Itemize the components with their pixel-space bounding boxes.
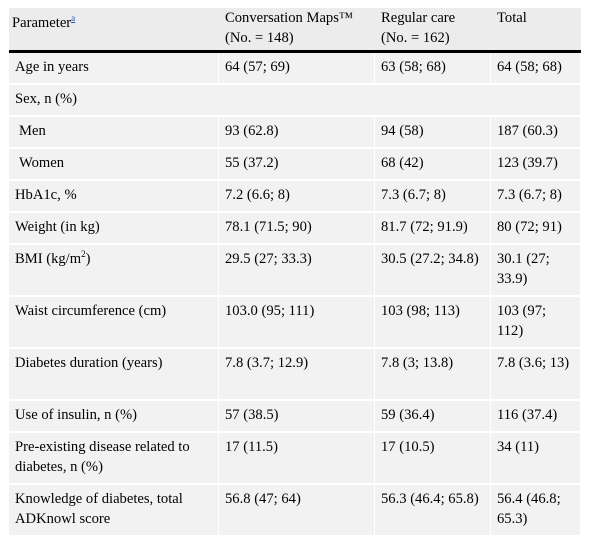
cell-conversation-maps: 56.8 (47; 64): [219, 485, 375, 537]
header-row: Parametera Conversation Maps™ (No. = 148…: [9, 8, 581, 53]
cell-total: 34 (11): [491, 433, 581, 485]
table-row: HbA1c, % 7.2 (6.6; 8) 7.3 (6.7; 8) 7.3 (…: [9, 181, 581, 213]
cell-regular-care: 103 (98; 113): [375, 297, 491, 349]
cell-regular-care: 17 (10.5): [375, 433, 491, 485]
row-label: Sex, n (%): [9, 85, 581, 117]
cell-total: 116 (37.4): [491, 401, 581, 433]
row-label: Women: [9, 149, 219, 181]
cell-conversation-maps: 57 (38.5): [219, 401, 375, 433]
cell-conversation-maps: 78.1 (71.5; 90): [219, 213, 375, 245]
table-body: Age in years 64 (57; 69) 63 (58; 68) 64 …: [9, 53, 581, 537]
cell-regular-care: 81.7 (72; 91.9): [375, 213, 491, 245]
cell-regular-care: 59 (36.4): [375, 401, 491, 433]
cell-total: 7.3 (6.7; 8): [491, 181, 581, 213]
table-row: Diabetes duration (years) 7.8 (3.7; 12.9…: [9, 349, 581, 401]
baseline-characteristics-table: Parametera Conversation Maps™ (No. = 148…: [9, 8, 581, 537]
row-label: Waist circumference (cm): [9, 297, 219, 349]
table-row: Use of insulin, n (%) 57 (38.5) 59 (36.4…: [9, 401, 581, 433]
header-parameter: Parametera: [9, 8, 219, 53]
header-total: Total: [491, 8, 581, 53]
bmi-superscript: 2: [81, 249, 86, 260]
table-row: Age in years 64 (57; 69) 63 (58; 68) 64 …: [9, 53, 581, 85]
row-label: Pre-existing disease related to diabetes…: [9, 433, 219, 485]
cell-total: 64 (58; 68): [491, 53, 581, 85]
cell-conversation-maps: 29.5 (27; 33.3): [219, 245, 375, 297]
cell-conversation-maps: 103.0 (95; 111): [219, 297, 375, 349]
header-conversation-maps: Conversation Maps™ (No. = 148): [219, 8, 375, 53]
cell-total: 80 (72; 91): [491, 213, 581, 245]
footnote-link[interactable]: a: [71, 13, 76, 23]
cell-conversation-maps: 93 (62.8): [219, 117, 375, 149]
table-header: Parametera Conversation Maps™ (No. = 148…: [9, 8, 581, 53]
cell-conversation-maps: 55 (37.2): [219, 149, 375, 181]
header-parameter-label: Parameter: [12, 14, 72, 31]
cell-total: 123 (39.7): [491, 149, 581, 181]
cell-total: 30.1 (27; 33.9): [491, 245, 581, 297]
table-row: Waist circumference (cm) 103.0 (95; 111)…: [9, 297, 581, 349]
row-label: Diabetes duration (years): [9, 349, 219, 401]
cell-total: 187 (60.3): [491, 117, 581, 149]
cell-regular-care: 68 (42): [375, 149, 491, 181]
table-row: Knowledge of diabetes, total ADKnowl sco…: [9, 485, 581, 537]
cell-regular-care: 94 (58): [375, 117, 491, 149]
row-label: Use of insulin, n (%): [9, 401, 219, 433]
bmi-label: BMI (kg/m: [15, 251, 82, 267]
cell-total: 56.4 (46.8; 65.3): [491, 485, 581, 537]
bmi-label-tail: ): [85, 251, 91, 267]
cell-regular-care: 56.3 (46.4; 65.8): [375, 485, 491, 537]
table-row: Men 93 (62.8) 94 (58) 187 (60.3): [9, 117, 581, 149]
table-row: Sex, n (%): [9, 85, 581, 117]
cell-conversation-maps: 7.2 (6.6; 8): [219, 181, 375, 213]
row-label: BMI (kg/m2): [9, 245, 219, 297]
cell-conversation-maps: 17 (11.5): [219, 433, 375, 485]
cell-regular-care: 30.5 (27.2; 34.8): [375, 245, 491, 297]
row-label: Men: [9, 117, 219, 149]
table-row: Women 55 (37.2) 68 (42) 123 (39.7): [9, 149, 581, 181]
table-row: Pre-existing disease related to diabetes…: [9, 433, 581, 485]
header-regular-care: Regular care (No. = 162): [375, 8, 491, 53]
cell-regular-care: 63 (58; 68): [375, 53, 491, 85]
table-row: Weight (in kg) 78.1 (71.5; 90) 81.7 (72;…: [9, 213, 581, 245]
row-label: Weight (in kg): [9, 213, 219, 245]
cell-conversation-maps: 7.8 (3.7; 12.9): [219, 349, 375, 401]
row-label: Age in years: [9, 53, 219, 85]
cell-total: 7.8 (3.6; 13): [491, 349, 581, 401]
cell-total: 103 (97; 112): [491, 297, 581, 349]
cell-regular-care: 7.3 (6.7; 8): [375, 181, 491, 213]
row-label: HbA1c, %: [9, 181, 219, 213]
table-row: BMI (kg/m2) 29.5 (27; 33.3) 30.5 (27.2; …: [9, 245, 581, 297]
cell-conversation-maps: 64 (57; 69): [219, 53, 375, 85]
row-label: Knowledge of diabetes, total ADKnowl sco…: [9, 485, 219, 537]
cell-regular-care: 7.8 (3; 13.8): [375, 349, 491, 401]
